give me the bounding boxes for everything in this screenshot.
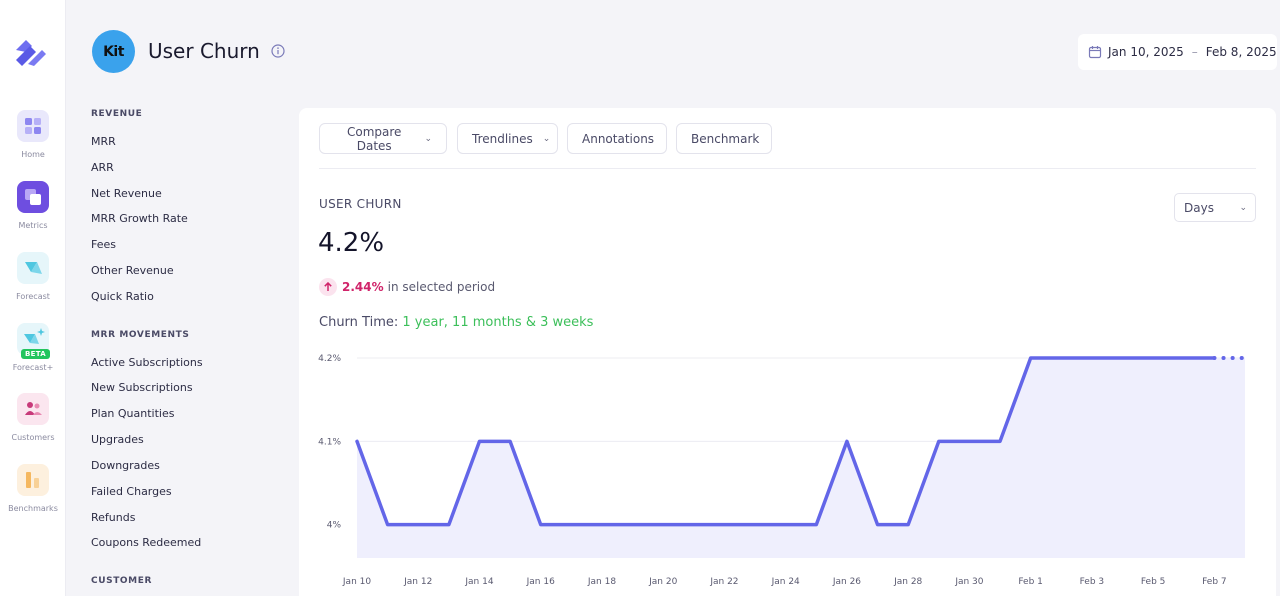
date-end: Feb 8, 2025 [1205,45,1277,59]
nav-item-arr[interactable]: ARR [91,161,114,174]
rail-label: Metrics [18,221,48,230]
rail-label: Customers [11,433,55,442]
y-tick-label: 4% [327,521,342,531]
annotations-label: Annotations [582,131,655,146]
grid-icon [17,110,49,142]
churn-line-chart: 4% 4.1% 4.2% Jan 10 Jan 12 Jan 14 Jan 16 Jan 18… [318,354,1247,587]
nav-item-active-subscriptions[interactable]: Active Subscriptions [91,356,203,369]
trendlines-button[interactable]: Trendlines ⌄ [457,123,558,154]
nav-item-mrr-growth-rate[interactable]: MRR Growth Rate [91,212,188,225]
change-percent: 2.44% [342,280,384,294]
nav-item-other-revenue[interactable]: Other Revenue [91,264,174,277]
x-tick-label: Feb 7 [1202,577,1227,587]
chevron-down-icon: ⌄ [542,133,551,144]
y-tick-label: 4.2% [318,354,341,364]
nav-item-net-revenue[interactable]: Net Revenue [91,187,162,200]
nav-section-revenue: REVENUE [91,109,143,119]
rail-item-forecast[interactable]: Forecast [0,252,66,301]
interval-value: Days [1184,200,1214,215]
metric-value: 4.2% [318,228,385,258]
nav-item-quick-ratio[interactable]: Quick Ratio [91,290,154,303]
x-tick-label: Jan 24 [771,577,800,587]
nav-item-coupons-redeemed[interactable]: Coupons Redeemed [91,536,202,549]
x-tick-label: Jan 28 [893,577,922,587]
info-icon[interactable] [271,44,285,58]
nav-item-fees[interactable]: Fees [91,238,116,251]
rail-label: Home [21,150,45,159]
nav-section-customer: CUSTOMER [91,576,153,586]
interval-select[interactable]: Days ⌄ [1174,193,1256,222]
x-tick-label: Feb 1 [1018,577,1043,587]
x-tick-label: Jan 20 [648,577,677,587]
calendar-icon [1088,46,1102,59]
compare-dates-label: Compare Dates [347,124,402,153]
nav-item-refunds[interactable]: Refunds [91,511,136,524]
x-tick-label: Jan 14 [464,577,493,587]
brand-name: Kit [103,43,124,60]
period-change: 2.44% in selected period [319,278,495,296]
nav-item-downgrades[interactable]: Downgrades [91,459,160,472]
churn-area [357,358,1245,558]
rail-item-benchmarks[interactable]: Benchmarks [0,464,66,513]
app-logo-icon[interactable] [12,36,48,70]
trendlines-label: Trendlines [472,131,533,146]
forecast-plus-icon: BETA [17,323,50,359]
annotations-button[interactable]: Annotations [567,123,667,154]
rail-item-metrics[interactable]: Metrics [0,181,66,230]
nav-item-failed-charges[interactable]: Failed Charges [91,485,172,498]
date-range-picker[interactable]: Jan 10, 2025 – Feb 8, 2025 [1078,34,1277,70]
date-start: Jan 10, 2025 [1108,45,1184,59]
churn-line [355,356,1217,527]
page-title: User Churn [148,39,260,63]
x-tick-label: Jan 26 [832,577,861,587]
rail-item-customers[interactable]: Customers [0,393,66,442]
chevron-down-icon: ⌄ [424,133,432,144]
nav-item-plan-quantities[interactable]: Plan Quantities [91,407,175,420]
metrics-icon [17,181,49,213]
rail-label: Forecast+ [12,363,54,372]
arrow-up-icon [319,278,337,296]
customers-icon [17,393,49,425]
benchmark-label: Benchmark [691,131,760,146]
date-separator: – [1191,45,1198,59]
x-tick-label: Jan 30 [954,577,983,587]
rail-label: Forecast [16,292,50,301]
brand-logo: Kit [92,30,135,73]
x-tick-label: Jan 22 [709,577,738,587]
rail-label: Benchmarks [8,504,58,513]
nav-item-upgrades[interactable]: Upgrades [91,433,144,446]
nav-item-new-subscriptions[interactable]: New Subscriptions [91,381,193,394]
chevron-down-icon: ⌄ [1239,202,1247,213]
x-tick-label: Feb 3 [1080,577,1105,587]
churn-time-label: Churn Time: [319,315,399,330]
change-text: in selected period [387,280,496,294]
toolbar-divider [319,168,1256,169]
y-tick-label: 4.1% [318,437,341,447]
x-tick-label: Jan 12 [403,577,432,587]
x-tick-label: Jan 16 [526,577,555,587]
benchmarks-icon [17,464,49,496]
metric-card: Compare Dates ⌄ Trendlines ⌄ Annotations… [299,108,1276,596]
forecast-icon [17,252,49,284]
benchmark-button[interactable]: Benchmark [676,123,772,154]
churn-time: Churn Time: 1 year, 11 months & 3 weeks [319,315,593,330]
churn-time-value: 1 year, 11 months & 3 weeks [402,315,594,330]
beta-badge: BETA [21,349,50,359]
compare-dates-button[interactable]: Compare Dates ⌄ [319,123,447,154]
icon-rail: Home Metrics Forecast BETA Forecast+ Cus… [0,0,66,596]
x-tick-label: Feb 5 [1141,577,1166,587]
x-tick-label: Jan 10 [342,577,371,587]
nav-item-mrr[interactable]: MRR [91,135,116,148]
x-tick-label: Jan 18 [587,577,616,587]
rail-item-home[interactable]: Home [0,110,66,159]
nav-section-mrr-movements: MRR MOVEMENTS [91,330,190,340]
rail-item-forecast-plus[interactable]: BETA Forecast+ [0,323,66,372]
metric-label: USER CHURN [319,197,402,211]
